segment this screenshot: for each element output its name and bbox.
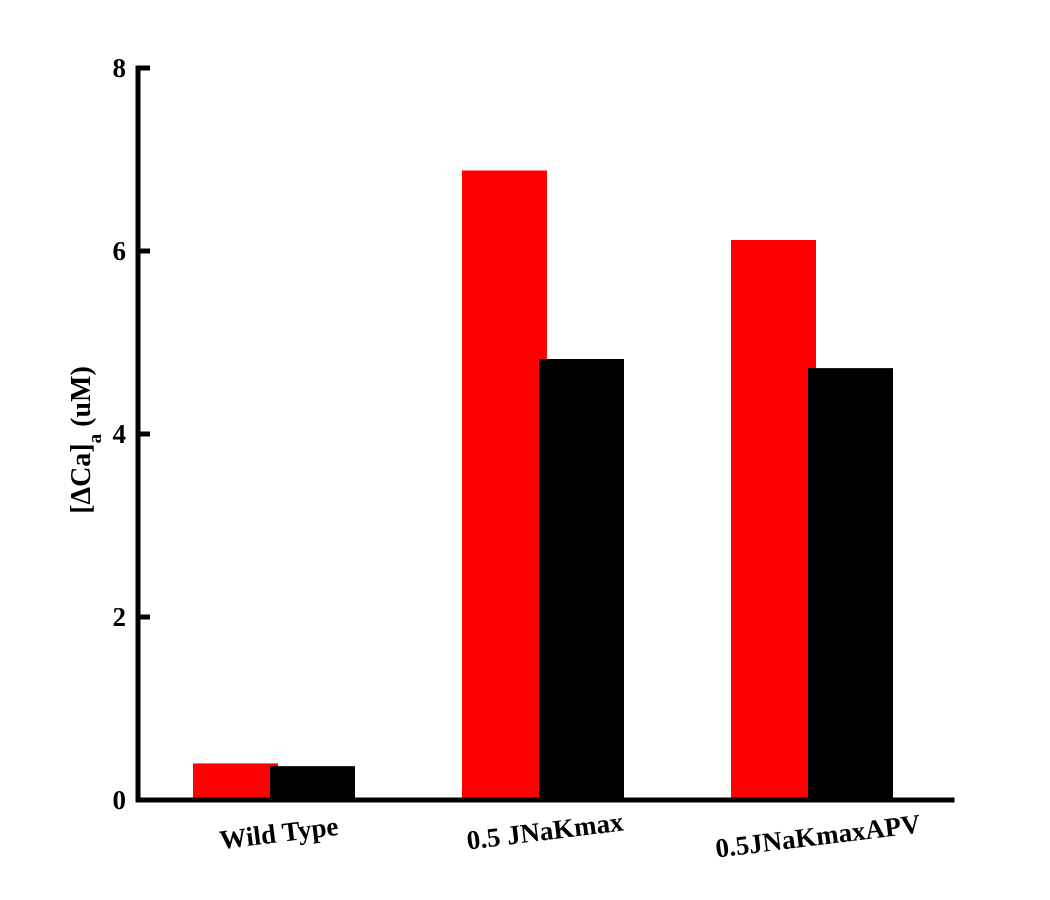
x-category-label-2: 0.5JNaKmaxAPV	[714, 809, 923, 864]
bar-red-1	[462, 170, 547, 801]
y-tick-label-1: 2	[113, 602, 127, 632]
bar-black-2	[808, 368, 893, 800]
bar-red-2	[731, 240, 816, 800]
y-tick-label-4: 8	[113, 53, 127, 83]
y-axis-label-prefix: [ΔCa]	[66, 443, 97, 513]
y-tick-label-3: 6	[113, 236, 127, 266]
bars-layer	[193, 170, 893, 801]
bar-black-0	[270, 766, 355, 800]
bar-black-1	[539, 358, 624, 800]
y-axis-label-subscript: a	[85, 433, 106, 443]
y-ticks: 0 2 4 6 8	[113, 53, 150, 815]
y-axis-label-suffix: (uM)	[66, 366, 97, 434]
y-tick-label-0: 0	[113, 785, 127, 815]
x-category-labels: Wild Type 0.5 JNaKmax 0.5JNaKmaxAPV	[218, 807, 923, 864]
bar-red-0	[193, 763, 278, 800]
y-axis-label: [ΔCa]a (uM)	[66, 366, 106, 514]
x-category-label-0: Wild Type	[218, 811, 340, 855]
y-tick-label-2: 4	[113, 419, 127, 449]
x-category-label-1: 0.5 JNaKmax	[465, 807, 625, 856]
